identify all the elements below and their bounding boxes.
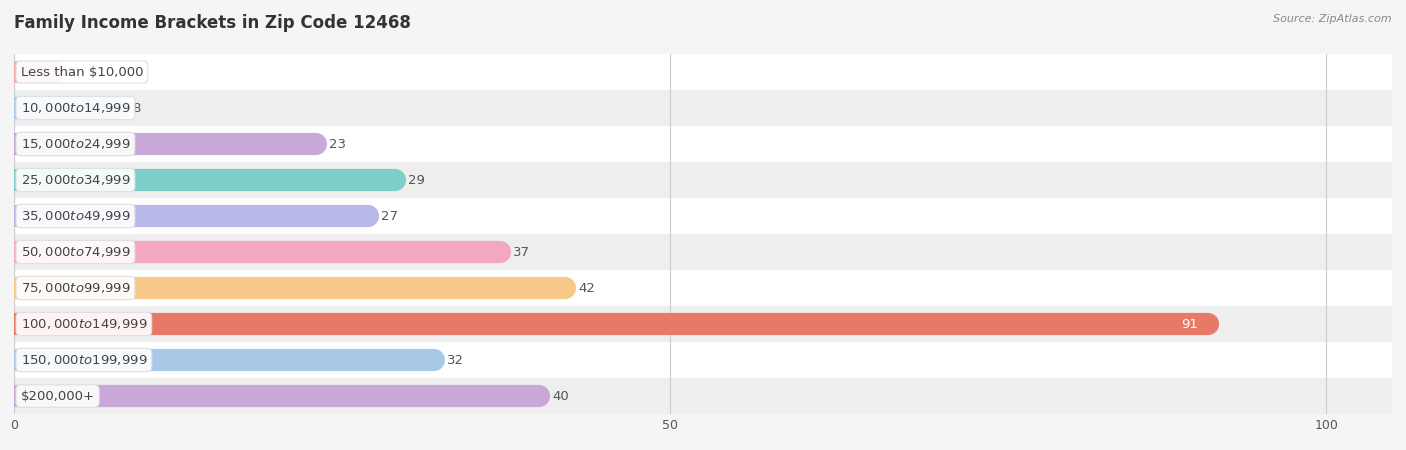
Bar: [14, 162, 1392, 198]
Text: 37: 37: [513, 246, 530, 258]
Bar: [14, 386, 538, 406]
Text: 91: 91: [1181, 318, 1198, 330]
Text: 8: 8: [132, 102, 141, 114]
Bar: [14, 242, 499, 262]
Bar: [14, 198, 1392, 234]
Text: $100,000 to $149,999: $100,000 to $149,999: [21, 317, 148, 331]
Bar: [14, 234, 1392, 270]
Bar: [14, 270, 1392, 306]
Text: 40: 40: [553, 390, 569, 402]
Text: 42: 42: [578, 282, 595, 294]
Bar: [14, 206, 368, 226]
Bar: [14, 170, 395, 190]
Text: $10,000 to $14,999: $10,000 to $14,999: [21, 101, 131, 115]
Text: $15,000 to $24,999: $15,000 to $24,999: [21, 137, 131, 151]
Text: Less than $10,000: Less than $10,000: [21, 66, 143, 78]
Text: $25,000 to $34,999: $25,000 to $34,999: [21, 173, 131, 187]
Text: $75,000 to $99,999: $75,000 to $99,999: [21, 281, 131, 295]
Text: 27: 27: [381, 210, 398, 222]
Text: 32: 32: [447, 354, 464, 366]
Bar: [14, 126, 1392, 162]
Text: $150,000 to $199,999: $150,000 to $199,999: [21, 353, 148, 367]
Bar: [14, 62, 53, 82]
Bar: [14, 54, 1392, 90]
Text: $50,000 to $74,999: $50,000 to $74,999: [21, 245, 131, 259]
Text: Family Income Brackets in Zip Code 12468: Family Income Brackets in Zip Code 12468: [14, 14, 411, 32]
Text: 3: 3: [66, 66, 75, 78]
Text: 29: 29: [408, 174, 425, 186]
Text: Source: ZipAtlas.com: Source: ZipAtlas.com: [1274, 14, 1392, 23]
Bar: [14, 350, 434, 370]
Bar: [14, 378, 1392, 414]
Text: $200,000+: $200,000+: [21, 390, 94, 402]
Bar: [14, 306, 1392, 342]
Bar: [14, 98, 120, 118]
Bar: [14, 278, 565, 298]
Bar: [14, 314, 1208, 334]
Bar: [14, 342, 1392, 378]
Text: 23: 23: [329, 138, 346, 150]
Bar: [14, 90, 1392, 126]
Bar: [14, 134, 316, 154]
Text: $35,000 to $49,999: $35,000 to $49,999: [21, 209, 131, 223]
